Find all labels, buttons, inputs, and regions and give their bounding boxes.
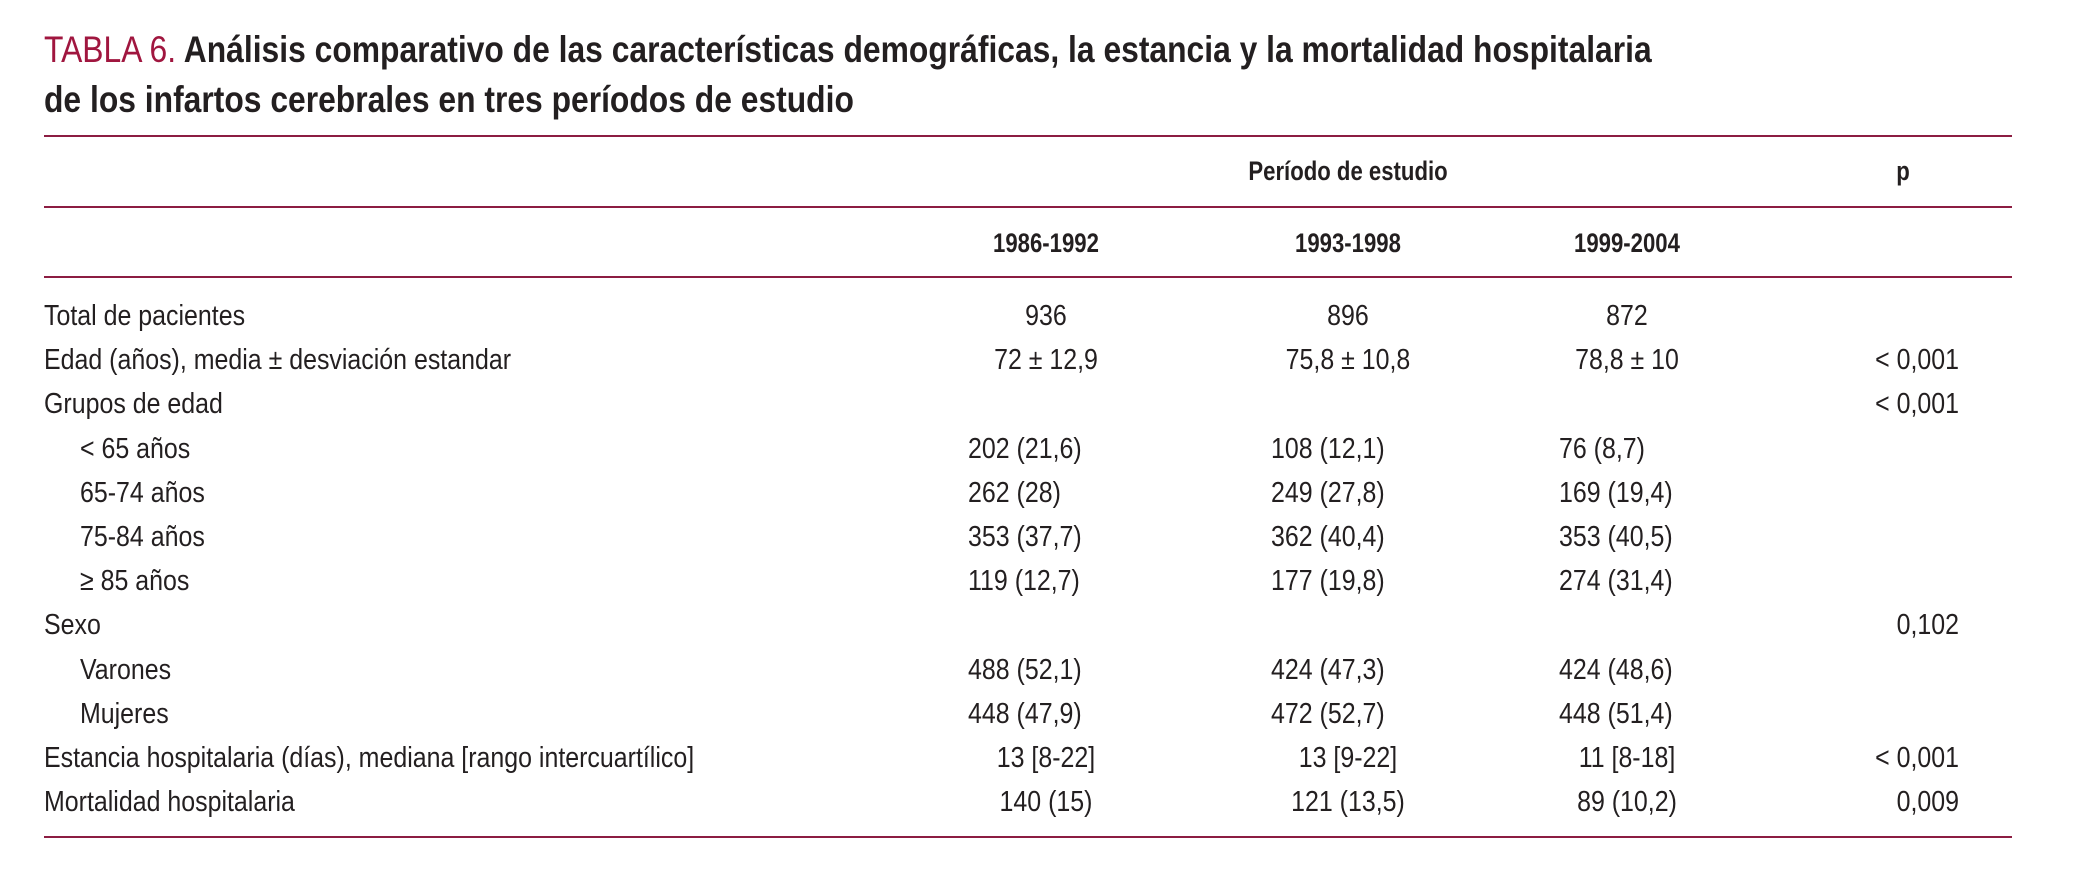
period-header-2: 1993-1998: [1295, 228, 1401, 258]
cell-period-3: 169 (19,4): [1559, 476, 1673, 509]
cell-period-1: 448 (47,9): [968, 697, 1082, 730]
row-label: Varones: [80, 653, 172, 686]
cell-period-1: 13 [8-22]: [996, 742, 1096, 774]
row-label: 65-74 años: [80, 476, 205, 509]
row-label: Grupos de edad: [44, 388, 223, 421]
cell-period-2: 177 (19,8): [1271, 565, 1385, 598]
period-header-1: 1986-1992: [993, 228, 1099, 258]
table-number: TABLA 6.: [44, 29, 177, 70]
cell-period-1: 262 (28): [968, 476, 1061, 509]
cell-period-3: 353 (40,5): [1559, 521, 1673, 553]
cell-period-3: 872: [1606, 300, 1648, 332]
table-title: TABLA 6. Análisis comparativo de las car…: [44, 28, 1652, 72]
cell-period-1: 936: [1025, 300, 1067, 332]
row-label: Edad (años), media ± desviación estandar: [44, 344, 512, 377]
bottom-rule: [44, 836, 2012, 838]
cell-period-3: 274 (31,4): [1559, 565, 1673, 598]
row-label: Sexo: [44, 609, 101, 642]
column-header-rule: [44, 276, 2012, 278]
period-group-header: Período de estudio: [1248, 156, 1448, 186]
cell-period-2: 13 [9-22]: [1298, 742, 1398, 774]
row-label: 75-84 años: [80, 521, 205, 553]
row-label: ≥ 85 años: [80, 565, 190, 598]
cell-period-2: 472 (52,7): [1271, 697, 1385, 730]
cell-period-2: 75,8 ± 10,8: [1285, 344, 1411, 377]
cell-period-1: 119 (12,7): [968, 565, 1080, 598]
cell-p-value: 0,009: [1896, 786, 1959, 819]
cell-period-1: 353 (37,7): [968, 521, 1082, 553]
cell-period-2: 108 (12,1): [1271, 432, 1385, 465]
cell-period-1: 488 (52,1): [968, 653, 1082, 686]
cell-p-value: 0,102: [1896, 609, 1959, 642]
header-rule: [44, 206, 2012, 208]
cell-period-3: 76 (8,7): [1559, 432, 1645, 465]
cell-period-2: 249 (27,8): [1271, 476, 1385, 509]
cell-p-value: < 0,001: [1875, 388, 1959, 421]
cell-period-1: 140 (15): [999, 786, 1093, 819]
row-label: Estancia hospitalaria (días), mediana [r…: [44, 742, 695, 774]
p-header: p: [1896, 156, 1910, 186]
cell-period-1: 202 (21,6): [968, 432, 1082, 465]
cell-period-2: 896: [1327, 300, 1369, 332]
cell-period-3: 89 (10,2): [1577, 786, 1677, 819]
row-label: Total de pacientes: [44, 300, 246, 332]
row-label: < 65 años: [80, 432, 191, 465]
cell-period-3: 11 [8-18]: [1578, 742, 1676, 774]
cell-period-3: 424 (48,6): [1559, 653, 1673, 686]
cell-period-1: 72 ± 12,9: [994, 344, 1098, 377]
cell-period-3: 448 (51,4): [1559, 697, 1673, 730]
table-title-line1: Análisis comparativo de las característi…: [183, 29, 1652, 70]
top-rule: [44, 135, 2012, 137]
row-label: Mortalidad hospitalaria: [44, 786, 295, 819]
row-label: Mujeres: [80, 697, 169, 730]
cell-period-2: 362 (40,4): [1271, 521, 1385, 553]
table-title-line2: de los infartos cerebrales en tres perío…: [44, 79, 854, 120]
period-header-3: 1999-2004: [1574, 228, 1680, 258]
cell-p-value: < 0,001: [1875, 344, 1959, 377]
cell-period-2: 424 (47,3): [1271, 653, 1385, 686]
cell-period-2: 121 (13,5): [1291, 786, 1405, 819]
cell-period-3: 78,8 ± 10: [1575, 344, 1679, 377]
cell-p-value: < 0,001: [1875, 742, 1959, 774]
